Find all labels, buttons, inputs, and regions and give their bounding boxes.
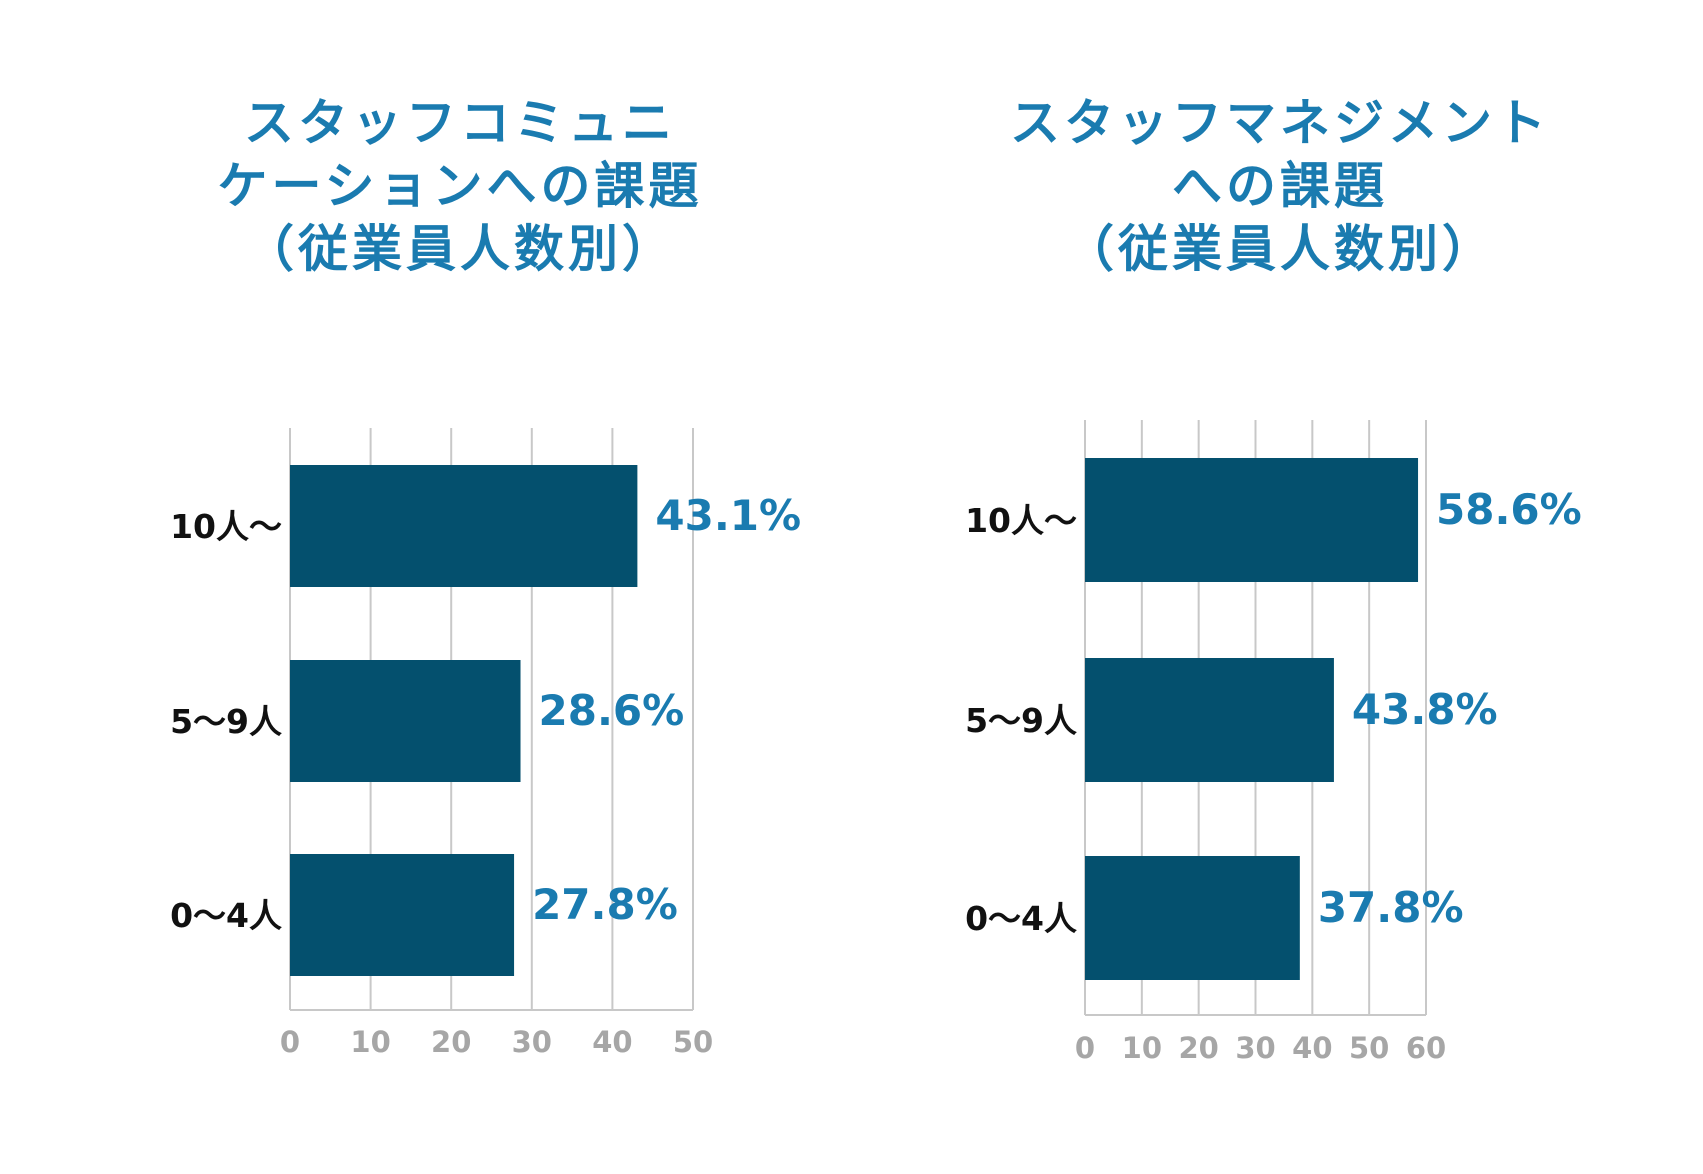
x-tick-label: 20 bbox=[431, 1025, 471, 1059]
category-label: 5～9人 bbox=[170, 702, 282, 741]
chart-title-line: への課題 bbox=[1172, 157, 1388, 215]
x-tick-label: 0 bbox=[1075, 1031, 1095, 1065]
bar bbox=[290, 465, 638, 587]
chart-title-line: スタッフマネジメント bbox=[1010, 94, 1550, 152]
x-tick-label: 0 bbox=[280, 1025, 300, 1059]
value-label: 43.1% bbox=[655, 491, 801, 540]
bar bbox=[290, 854, 515, 976]
x-tick-label: 30 bbox=[512, 1025, 552, 1059]
value-label: 27.8% bbox=[532, 880, 678, 929]
category-label: 10人～ bbox=[170, 507, 282, 546]
x-tick-label: 50 bbox=[1349, 1031, 1389, 1065]
chart-title: スタッフコミュニ ケーションへの課題 （従業員人数別） bbox=[160, 92, 760, 281]
chart-title-line: ケーションへの課題 bbox=[217, 157, 703, 215]
chart-panel-staff-communication: スタッフコミュニ ケーションへの課題 （従業員人数別） 0 10 20 30 40 50 1… bbox=[0, 0, 850, 1174]
chart-title-line: （従業員人数別） bbox=[244, 220, 676, 278]
value-label: 37.8% bbox=[1318, 883, 1464, 932]
x-tick-label: 20 bbox=[1178, 1031, 1218, 1065]
category-label: 0～4人 bbox=[170, 896, 282, 935]
value-label: 28.6% bbox=[539, 686, 685, 735]
value-label: 58.6% bbox=[1436, 485, 1582, 534]
chart-panel-staff-management: スタッフマネジメント への課題 （従業員人数別） 0 10 20 30 40 50 60 10… bbox=[850, 0, 1703, 1174]
bar-chart-communication: 0 10 20 30 40 50 10人～ 43.1% 5～9人 28.6% 0～4人 27.8% bbox=[170, 428, 801, 1059]
category-label: 5～9人 bbox=[965, 701, 1077, 740]
x-tick-label: 40 bbox=[592, 1025, 632, 1059]
x-tick-label: 40 bbox=[1292, 1031, 1332, 1065]
x-tick-label: 50 bbox=[673, 1025, 713, 1059]
bar-chart-management: 0 10 20 30 40 50 60 10人～ 58.6% 5～9人 43.8% 0～4人 37.8% bbox=[965, 420, 1582, 1065]
chart-title-line: スタッフコミュニ bbox=[244, 94, 676, 152]
x-tick-label: 10 bbox=[1122, 1031, 1162, 1065]
bar bbox=[1085, 658, 1334, 782]
x-tick-label: 60 bbox=[1406, 1031, 1446, 1065]
x-tick-label: 30 bbox=[1235, 1031, 1275, 1065]
value-label: 43.8% bbox=[1352, 685, 1498, 734]
bar bbox=[1085, 856, 1300, 980]
x-tick-label: 10 bbox=[350, 1025, 390, 1059]
category-label: 0～4人 bbox=[965, 899, 1077, 938]
category-label: 10人～ bbox=[965, 501, 1077, 540]
bar bbox=[1085, 458, 1419, 582]
chart-title-line: （従業員人数別） bbox=[1064, 220, 1496, 278]
bar bbox=[290, 660, 521, 782]
chart-title: スタッフマネジメント への課題 （従業員人数別） bbox=[980, 92, 1580, 281]
